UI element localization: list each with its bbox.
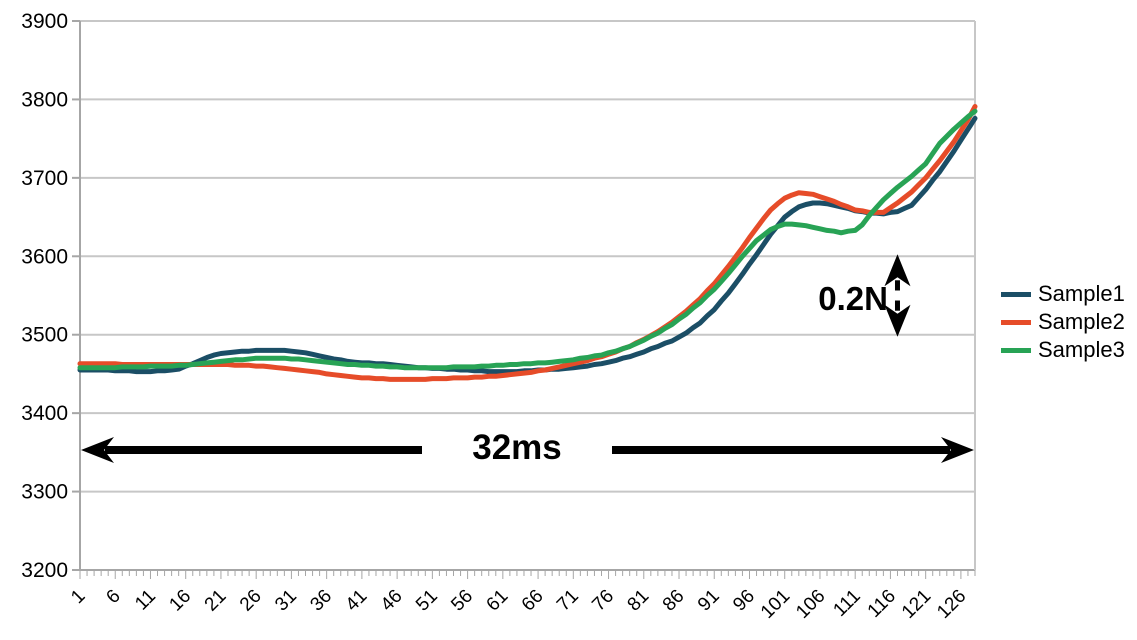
legend-item-sample3: Sample3 [1001, 339, 1125, 361]
svg-text:3400: 3400 [21, 402, 68, 425]
svg-text:111: 111 [829, 586, 864, 621]
svg-text:1: 1 [67, 586, 89, 608]
svg-text:3800: 3800 [21, 88, 68, 111]
svg-text:116: 116 [864, 586, 900, 622]
svg-text:3300: 3300 [21, 481, 68, 504]
svg-text:106: 106 [792, 586, 829, 623]
svg-text:86: 86 [659, 586, 689, 616]
legend: Sample1 Sample2 Sample3 [1001, 283, 1125, 361]
svg-text:121: 121 [898, 586, 935, 623]
legend-swatch-sample2 [1001, 319, 1031, 325]
legend-item-sample2: Sample2 [1001, 311, 1125, 333]
svg-text:21: 21 [201, 586, 231, 616]
svg-text:91: 91 [694, 586, 724, 616]
svg-text:41: 41 [342, 586, 372, 616]
svg-text:3200: 3200 [21, 559, 68, 582]
svg-text:36: 36 [306, 586, 336, 616]
legend-label-sample1: Sample1 [1038, 281, 1125, 306]
svg-text:3900: 3900 [21, 10, 68, 33]
svg-text:71: 71 [553, 586, 583, 616]
svg-text:96: 96 [729, 586, 759, 616]
svg-text:3500: 3500 [21, 324, 68, 347]
legend-label-sample3: Sample3 [1038, 337, 1125, 362]
svg-text:26: 26 [236, 586, 266, 616]
svg-text:11: 11 [131, 586, 160, 615]
svg-text:16: 16 [165, 586, 195, 616]
svg-text:56: 56 [447, 586, 477, 616]
legend-item-sample1: Sample1 [1001, 283, 1125, 305]
svg-text:101: 101 [757, 586, 794, 623]
legend-swatch-sample3 [1001, 347, 1031, 353]
svg-text:66: 66 [518, 586, 548, 616]
svg-text:3600: 3600 [21, 245, 68, 268]
legend-label-sample2: Sample2 [1038, 309, 1125, 334]
svg-text:61: 61 [483, 586, 513, 616]
svg-text:51: 51 [412, 586, 442, 616]
svg-text:126: 126 [933, 586, 970, 623]
legend-swatch-sample1 [1001, 291, 1031, 297]
svg-text:76: 76 [588, 586, 618, 616]
amplitude-annotation-label: 0.2N [818, 280, 888, 317]
duration-annotation-label: 32ms [472, 428, 562, 467]
svg-text:81: 81 [624, 586, 654, 616]
svg-text:31: 31 [271, 586, 301, 616]
svg-text:3700: 3700 [21, 167, 68, 190]
svg-text:46: 46 [377, 586, 407, 616]
svg-text:6: 6 [102, 586, 124, 608]
